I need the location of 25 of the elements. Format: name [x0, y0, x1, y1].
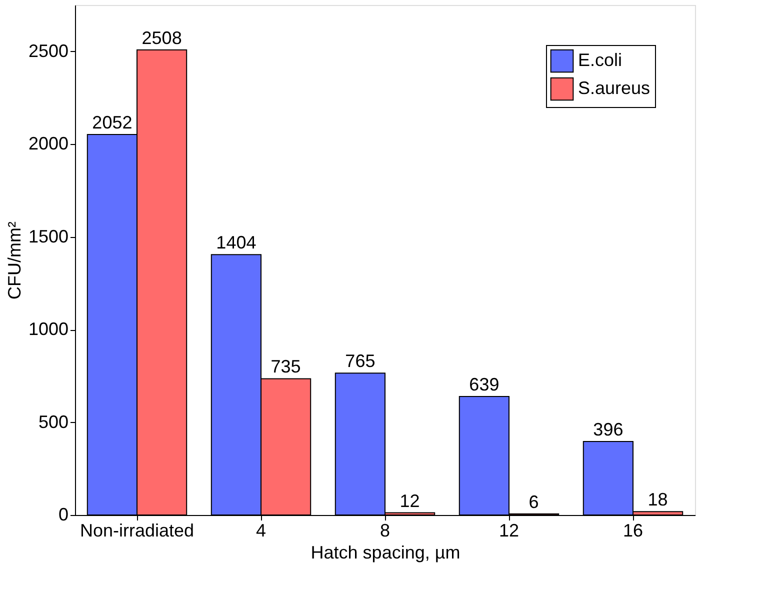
y-tick-label: 2000 [28, 134, 68, 154]
data-label: 6 [528, 492, 539, 512]
y-tick-label: 1000 [28, 319, 68, 340]
x-tick-label: 8 [380, 520, 390, 540]
x-tick-label: Non-irradiated [80, 520, 194, 540]
legend-label: E.coli [578, 50, 622, 70]
x-tick-label: 4 [256, 520, 266, 540]
x-tick-label: 12 [498, 520, 520, 540]
y-tick-label: 2500 [28, 40, 68, 61]
y-tick-label: 500 [38, 412, 68, 432]
data-label: 639 [469, 374, 500, 394]
y-tick-label: 0 [58, 504, 68, 524]
data-label: 2052 [92, 112, 132, 132]
data-label: 765 [345, 351, 376, 372]
x-axis-title: Hatch spacing, µm [310, 542, 460, 562]
legend-label: S.aureus [578, 78, 650, 98]
data-label: 735 [270, 356, 301, 377]
y-tick-label: 1500 [28, 226, 68, 246]
x-tick-label: 16 [622, 520, 644, 540]
data-label: 396 [593, 420, 624, 440]
data-label: 2508 [142, 28, 182, 48]
data-label: 18 [648, 490, 668, 510]
y-axis-title: CFU/mm² [4, 222, 24, 300]
data-label: 12 [400, 490, 420, 511]
data-label: 1404 [216, 232, 256, 253]
